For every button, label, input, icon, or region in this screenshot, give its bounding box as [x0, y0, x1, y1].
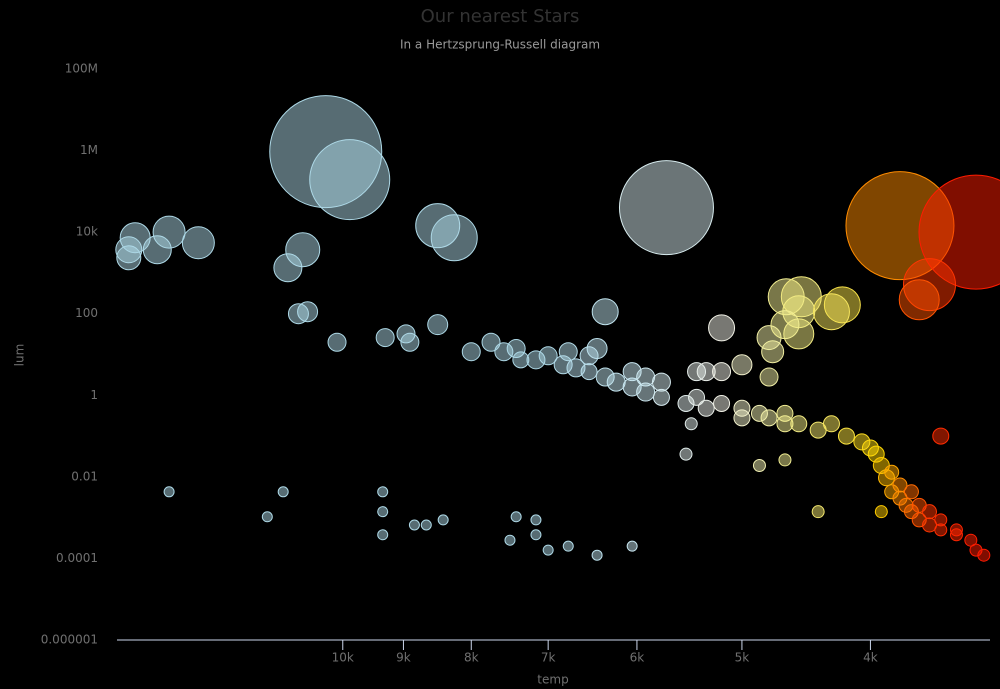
star-bubble	[375, 328, 395, 348]
star-bubble	[309, 139, 391, 221]
star-bubble	[420, 519, 432, 531]
star-bubble	[731, 354, 753, 376]
star-bubble	[427, 314, 449, 336]
star-bubble	[277, 486, 289, 498]
star-bubble	[181, 226, 215, 260]
star-bubble	[733, 409, 751, 427]
star-bubble	[481, 332, 501, 352]
star-bubble	[837, 427, 855, 445]
star-bubble	[586, 338, 608, 360]
star-bubble	[812, 293, 850, 331]
star-bubble	[562, 540, 574, 552]
star-bubble	[708, 314, 736, 342]
star-bubble	[922, 504, 938, 520]
star-bubble	[651, 372, 671, 392]
star-bubble	[558, 342, 578, 362]
star-bubble	[437, 514, 449, 526]
star-bubble	[400, 332, 420, 352]
y-axis-title: lum	[13, 344, 27, 367]
star-bubble	[977, 548, 991, 562]
star-bubble	[770, 310, 800, 340]
star-bubble	[760, 409, 778, 427]
star-bubble	[606, 372, 626, 392]
star-bubble	[377, 506, 389, 518]
star-bubble	[530, 514, 542, 526]
star-bubble	[591, 298, 619, 326]
star-bubble	[759, 367, 779, 387]
star-bubble	[713, 394, 731, 412]
star-bubble	[273, 253, 303, 283]
y-tick-label: 1M	[80, 143, 98, 157]
star-bubble	[932, 427, 950, 445]
star-bubble	[626, 540, 638, 552]
star-bubble	[163, 486, 175, 498]
star-bubble	[542, 544, 554, 556]
star-bubble	[949, 523, 963, 537]
star-bubble	[898, 279, 940, 321]
star-bubble	[538, 346, 558, 366]
star-bubble	[261, 511, 273, 523]
star-bubble	[377, 529, 389, 541]
x-tick-label: 4k	[863, 651, 878, 665]
star-bubble	[504, 534, 516, 546]
star-bubble	[116, 245, 142, 271]
star-bubble	[530, 529, 542, 541]
y-tick-label: 0.01	[71, 469, 98, 483]
star-bubble	[327, 332, 347, 352]
star-bubble	[580, 363, 598, 381]
star-bubble	[778, 453, 792, 467]
x-tick-label: 10k	[332, 651, 354, 665]
y-tick-label: 0.000001	[41, 633, 98, 647]
star-bubble	[461, 342, 481, 362]
star-bubble	[688, 388, 706, 406]
y-tick-label: 10k	[76, 225, 98, 239]
star-bubble	[679, 447, 693, 461]
star-bubble	[697, 399, 715, 417]
star-bubble	[652, 388, 670, 406]
star-bubble	[822, 415, 840, 433]
star-bubble	[761, 340, 785, 364]
chart-subtitle: In a Hertzsprung-Russell diagram	[400, 38, 600, 52]
y-tick-label: 0.0001	[56, 551, 98, 565]
star-bubble	[874, 505, 888, 519]
y-tick-label: 1	[90, 388, 98, 402]
star-bubble	[430, 214, 478, 262]
x-tick-label: 6k	[630, 651, 645, 665]
y-tick-label: 100M	[65, 62, 98, 76]
star-bubble	[297, 301, 319, 323]
star-bubble	[752, 458, 766, 472]
star-bubble	[884, 464, 900, 480]
star-bubble	[790, 415, 808, 433]
x-tick-label: 5k	[735, 651, 750, 665]
x-tick-label: 9k	[396, 651, 411, 665]
x-tick-label: 7k	[541, 651, 556, 665]
star-bubble	[687, 362, 707, 382]
star-bubble	[510, 511, 522, 523]
star-bubble	[934, 523, 948, 537]
star-bubble	[591, 549, 603, 561]
star-bubble	[712, 362, 732, 382]
star-bubble	[903, 484, 919, 500]
x-tick-label: 8k	[464, 651, 479, 665]
star-bubble	[152, 215, 186, 249]
star-bubble	[811, 505, 825, 519]
star-bubble	[377, 486, 389, 498]
star-bubble	[636, 367, 656, 387]
chart-title: Our nearest Stars	[421, 6, 580, 27]
star-bubble	[922, 517, 938, 533]
star-bubble	[618, 160, 714, 256]
y-tick-label: 100	[75, 306, 98, 320]
star-bubble	[684, 417, 698, 431]
x-axis-title: temp	[537, 673, 568, 687]
star-bubble	[512, 351, 530, 369]
star-bubble	[408, 519, 420, 531]
